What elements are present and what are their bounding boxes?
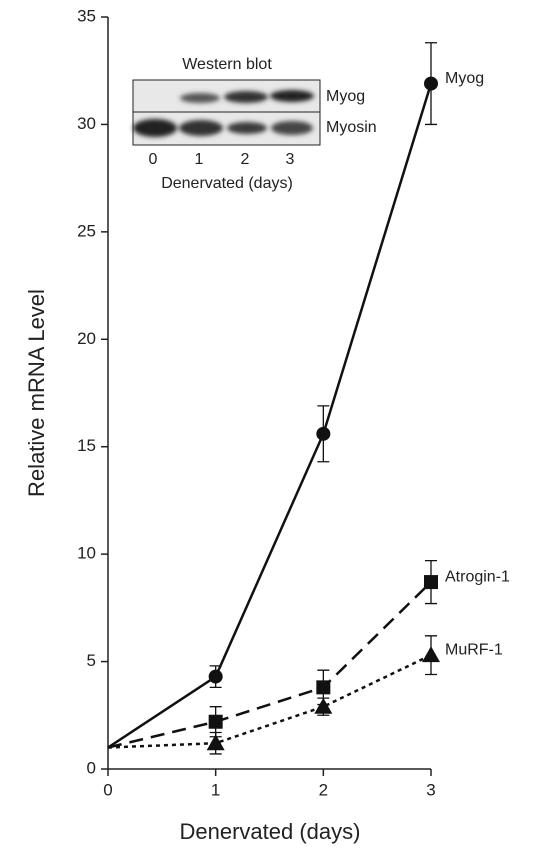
inset-lane-label: 3: [286, 151, 295, 168]
marker: [314, 698, 332, 714]
marker: [424, 575, 438, 589]
inset-title: Western blot: [182, 56, 272, 73]
series-label: MuRF-1: [445, 641, 503, 658]
y-tick-label: 25: [77, 221, 96, 240]
marker: [316, 680, 330, 694]
series-label: Myog: [445, 70, 484, 87]
y-tick-label: 20: [77, 329, 96, 348]
y-tick-label: 0: [87, 758, 96, 777]
y-tick-label: 35: [77, 6, 96, 25]
marker: [422, 646, 440, 662]
inset-lane-label: 1: [195, 151, 204, 168]
x-axis-title: Denervated (days): [180, 819, 361, 844]
x-tick-label: 3: [426, 780, 435, 799]
series-line: [108, 582, 431, 747]
inset: Western blot Myog Myosin 0 1 2 3 Denerva…: [133, 56, 377, 192]
chart: Denervated (days) Relative mRNA Level We…: [0, 0, 533, 853]
series-label: Atrogin-1: [445, 568, 510, 585]
y-tick-label: 10: [77, 544, 96, 563]
inset-row-label: Myosin: [326, 119, 377, 136]
series-line: [108, 655, 431, 747]
x-tick-label: 2: [319, 780, 328, 799]
marker: [209, 715, 223, 729]
marker: [209, 670, 223, 684]
marker: [424, 77, 438, 91]
y-tick-label: 5: [87, 651, 96, 670]
x-tick-label: 0: [103, 780, 112, 799]
y-tick-label: 15: [77, 436, 96, 455]
x-tick-label: 1: [211, 780, 220, 799]
y-axis-title: Relative mRNA Level: [24, 289, 49, 497]
inset-row-label: Myog: [326, 88, 365, 105]
y-tick-label: 30: [77, 114, 96, 133]
inset-lane-label: 0: [149, 151, 158, 168]
inset-lane-label: 2: [241, 151, 250, 168]
inset-x-title: Denervated (days): [161, 175, 293, 192]
marker: [316, 427, 330, 441]
